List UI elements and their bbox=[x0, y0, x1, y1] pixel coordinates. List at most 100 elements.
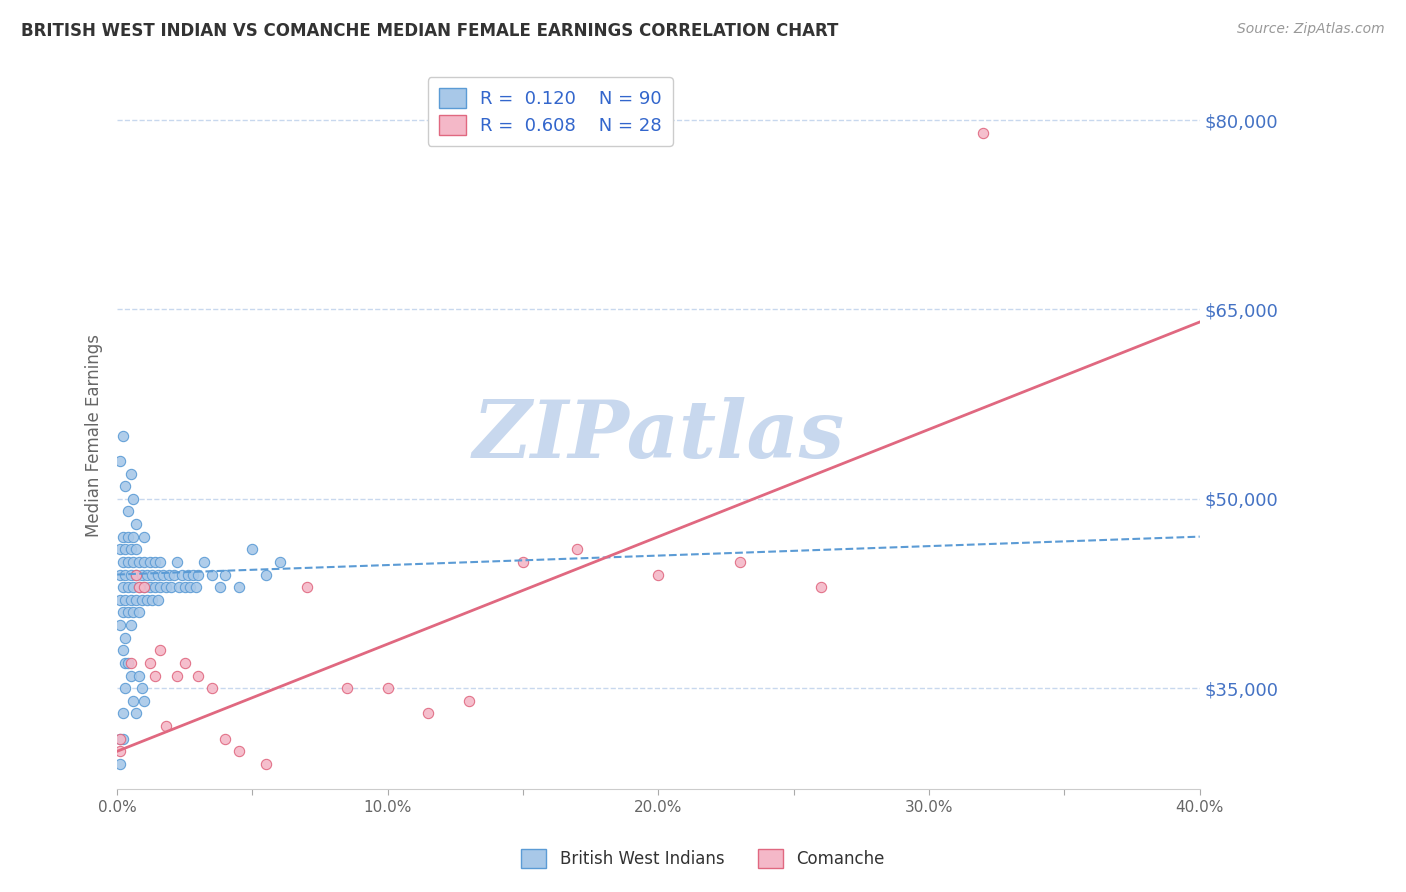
Point bbox=[120, 618, 142, 632]
Point bbox=[138, 580, 160, 594]
Point bbox=[155, 719, 177, 733]
Point bbox=[141, 567, 163, 582]
Point bbox=[242, 542, 264, 557]
Point bbox=[114, 656, 136, 670]
Point bbox=[269, 555, 291, 569]
Point bbox=[228, 744, 250, 758]
Point bbox=[134, 530, 156, 544]
Point bbox=[647, 567, 669, 582]
Point bbox=[108, 592, 131, 607]
Point bbox=[143, 555, 166, 569]
Point bbox=[136, 592, 159, 607]
Point bbox=[117, 606, 139, 620]
Point bbox=[160, 580, 183, 594]
Point bbox=[138, 555, 160, 569]
Point bbox=[120, 656, 142, 670]
Point bbox=[111, 428, 134, 442]
Point bbox=[567, 542, 589, 557]
Point bbox=[125, 567, 148, 582]
Legend: R =  0.120    N = 90, R =  0.608    N = 28: R = 0.120 N = 90, R = 0.608 N = 28 bbox=[427, 77, 672, 145]
Point bbox=[458, 694, 481, 708]
Point bbox=[201, 681, 224, 695]
Point bbox=[143, 668, 166, 682]
Point bbox=[111, 731, 134, 746]
Point bbox=[117, 504, 139, 518]
Point bbox=[166, 668, 188, 682]
Point bbox=[111, 706, 134, 721]
Point bbox=[418, 706, 440, 721]
Point bbox=[295, 580, 318, 594]
Point bbox=[187, 668, 209, 682]
Point bbox=[214, 567, 236, 582]
Point bbox=[131, 681, 153, 695]
Point bbox=[120, 668, 142, 682]
Point bbox=[128, 580, 150, 594]
Point bbox=[122, 491, 145, 506]
Point bbox=[117, 530, 139, 544]
Point bbox=[254, 756, 277, 771]
Point bbox=[134, 555, 156, 569]
Point bbox=[108, 731, 131, 746]
Point bbox=[728, 555, 751, 569]
Point bbox=[128, 555, 150, 569]
Point bbox=[173, 656, 195, 670]
Point bbox=[176, 567, 198, 582]
Point bbox=[108, 618, 131, 632]
Legend: British West Indians, Comanche: British West Indians, Comanche bbox=[515, 843, 891, 875]
Point bbox=[810, 580, 832, 594]
Point bbox=[146, 592, 169, 607]
Point bbox=[117, 580, 139, 594]
Point bbox=[125, 706, 148, 721]
Point bbox=[108, 567, 131, 582]
Point bbox=[108, 454, 131, 468]
Point bbox=[108, 756, 131, 771]
Point bbox=[208, 580, 231, 594]
Point bbox=[152, 567, 174, 582]
Point bbox=[512, 555, 534, 569]
Point bbox=[128, 606, 150, 620]
Point bbox=[128, 668, 150, 682]
Point bbox=[125, 592, 148, 607]
Y-axis label: Median Female Earnings: Median Female Earnings bbox=[86, 334, 103, 537]
Point bbox=[125, 542, 148, 557]
Point bbox=[117, 555, 139, 569]
Point bbox=[131, 592, 153, 607]
Text: BRITISH WEST INDIAN VS COMANCHE MEDIAN FEMALE EARNINGS CORRELATION CHART: BRITISH WEST INDIAN VS COMANCHE MEDIAN F… bbox=[21, 22, 838, 40]
Point bbox=[228, 580, 250, 594]
Point bbox=[125, 567, 148, 582]
Point bbox=[179, 580, 201, 594]
Point bbox=[163, 567, 186, 582]
Point bbox=[122, 580, 145, 594]
Point bbox=[120, 592, 142, 607]
Point bbox=[114, 542, 136, 557]
Point bbox=[122, 530, 145, 544]
Point bbox=[120, 542, 142, 557]
Point bbox=[146, 567, 169, 582]
Point bbox=[201, 567, 224, 582]
Point bbox=[149, 643, 172, 657]
Point bbox=[134, 694, 156, 708]
Point bbox=[131, 567, 153, 582]
Point bbox=[111, 606, 134, 620]
Point bbox=[149, 580, 172, 594]
Point bbox=[157, 567, 180, 582]
Point bbox=[111, 580, 134, 594]
Point bbox=[114, 479, 136, 493]
Point bbox=[120, 567, 142, 582]
Point bbox=[114, 567, 136, 582]
Point bbox=[181, 567, 204, 582]
Point bbox=[111, 555, 134, 569]
Point bbox=[108, 542, 131, 557]
Point bbox=[172, 567, 194, 582]
Point bbox=[173, 580, 195, 594]
Point bbox=[155, 580, 177, 594]
Point bbox=[138, 656, 160, 670]
Point bbox=[184, 580, 207, 594]
Point bbox=[149, 555, 172, 569]
Point bbox=[114, 592, 136, 607]
Point bbox=[108, 744, 131, 758]
Point bbox=[128, 580, 150, 594]
Point bbox=[125, 516, 148, 531]
Point bbox=[214, 731, 236, 746]
Point bbox=[143, 580, 166, 594]
